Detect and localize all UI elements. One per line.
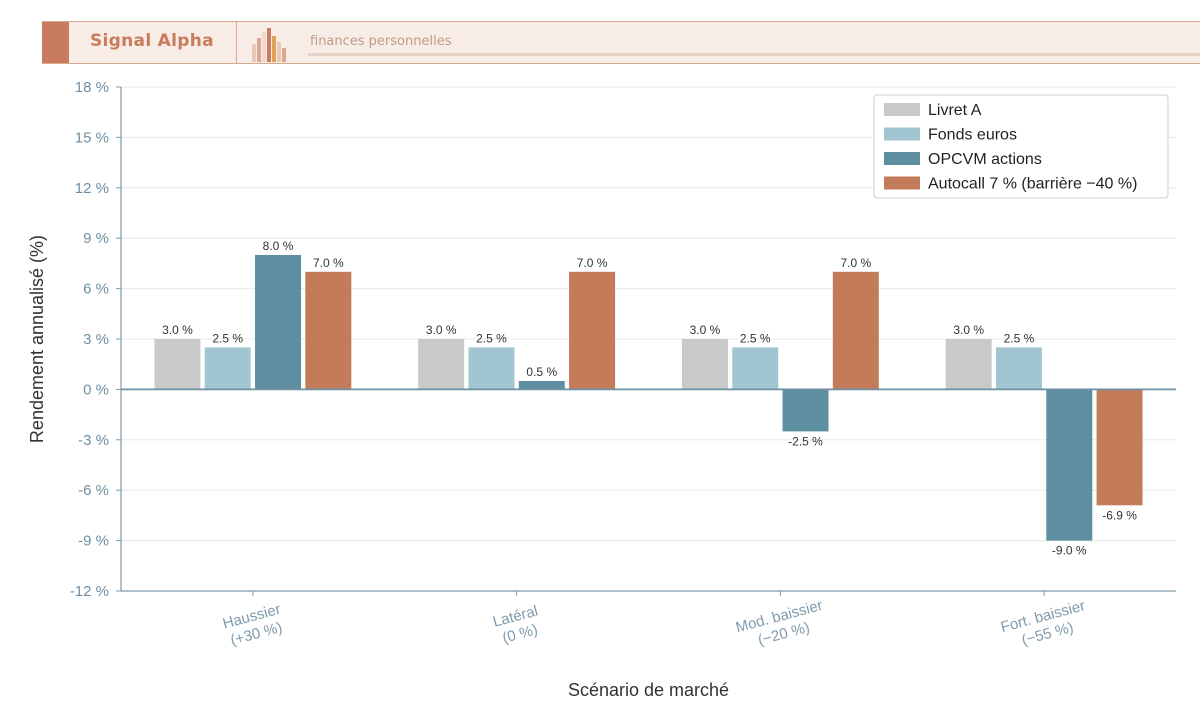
data-label: 7.0 %: [840, 256, 871, 270]
header-divider: [236, 22, 237, 63]
bar: [255, 255, 302, 390]
y-tick-label: 15 %: [75, 129, 109, 146]
y-tick-label: 0 %: [83, 381, 109, 398]
tagline-underline: [308, 53, 1200, 56]
data-label: 2.5 %: [476, 331, 507, 345]
legend-swatch: [884, 103, 920, 116]
y-tick-label: -12 %: [70, 583, 109, 600]
legend: Livret A Fonds euros OPCVM actions Autocall…: [873, 94, 1169, 199]
data-label: 7.0 %: [577, 256, 608, 270]
bar: [945, 339, 992, 390]
y-axis-title: Rendement annualisé (%): [27, 235, 47, 443]
y-tick-label: 18 %: [75, 79, 109, 96]
legend-label: Autocall 7 % (barrière −40 %): [928, 176, 1137, 193]
x-tick-label: Fort. baissier(−55 %): [999, 597, 1092, 653]
bar: [154, 339, 201, 390]
bar: [518, 381, 565, 390]
legend-swatch: [884, 152, 920, 165]
data-label: -6.9 %: [1102, 508, 1137, 522]
bar: [1096, 389, 1143, 506]
data-label: 3.0 %: [953, 323, 984, 337]
y-tick-label: -9 %: [78, 533, 109, 550]
y-tick-label: 9 %: [83, 230, 109, 247]
bar: [1046, 389, 1093, 541]
bar: [305, 271, 352, 390]
data-label: 3.0 %: [162, 323, 193, 337]
bar: [995, 347, 1042, 390]
bars-group: 3.0 % 2.5 % 8.0 % 7.0 % 3.0 % 2.5 % 0.5 % 7.0 %…: [154, 239, 1143, 558]
data-label: 3.0 %: [690, 323, 721, 337]
data-label: 2.5 %: [1004, 331, 1035, 345]
bar: [468, 347, 515, 390]
data-label: 2.5 %: [212, 331, 243, 345]
x-tick-label: Haussier(+30 %): [221, 601, 287, 650]
header-banner: Signal Alpha finances personnelles: [42, 21, 1200, 64]
bar: [732, 347, 779, 390]
x-tick-label: Latéral(0 %): [491, 603, 544, 649]
y-tick-label: -3 %: [78, 432, 109, 449]
bar: [782, 389, 829, 432]
data-label: -9.0 %: [1052, 544, 1087, 558]
data-label: 0.5 %: [526, 365, 557, 379]
data-label: 3.0 %: [426, 323, 457, 337]
bar: [832, 271, 879, 390]
header-accent: [42, 22, 69, 63]
legend-swatch: [884, 176, 920, 190]
y-tick-label: 6 %: [83, 281, 109, 298]
bar: [418, 339, 465, 390]
data-label: 7.0 %: [313, 256, 344, 270]
brand-title: Signal Alpha: [90, 31, 214, 51]
city-logo-icon: [252, 28, 286, 62]
legend-swatch: [884, 127, 920, 141]
data-label: 8.0 %: [263, 239, 294, 253]
y-tick-label: 12 %: [75, 180, 109, 197]
data-label: 2.5 %: [740, 331, 771, 345]
tagline: finances personnelles: [310, 34, 452, 49]
y-tick-label: -6 %: [78, 482, 109, 499]
legend-label: OPCVM actions: [928, 151, 1042, 168]
x-tick-label: Mod. baissier(−20 %): [734, 597, 829, 654]
legend-label: Livret A: [928, 102, 982, 119]
bar: [204, 347, 251, 390]
bar: [681, 339, 728, 390]
legend-box: [873, 94, 1169, 199]
bar: [569, 271, 616, 390]
legend-label: Fonds euros: [928, 127, 1017, 144]
x-axis-title: Scénario de marché: [568, 680, 729, 700]
y-tick-label: 3 %: [83, 331, 109, 348]
data-label: -2.5 %: [788, 434, 823, 448]
